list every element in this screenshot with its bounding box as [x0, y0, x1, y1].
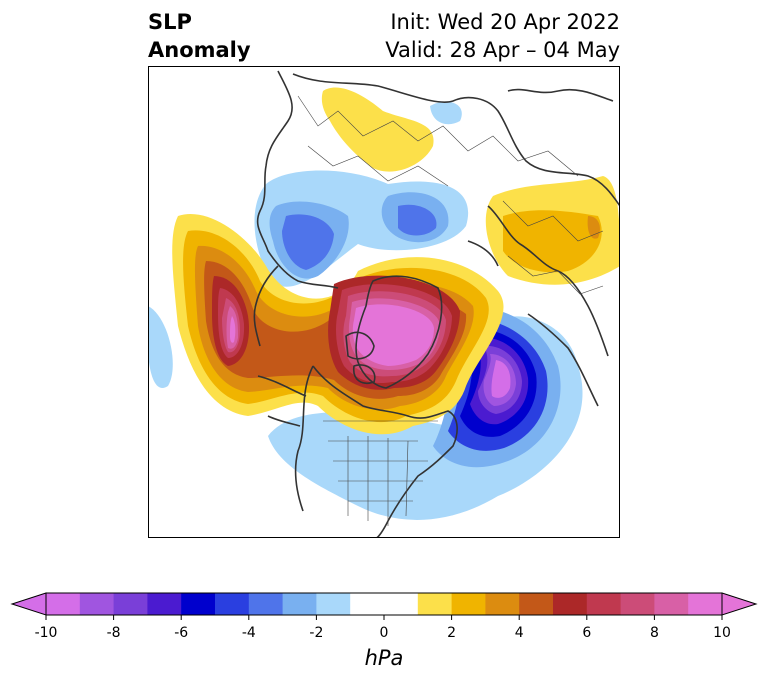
- colorbar: -10 -8 -6 -4 -2 0 2 4 6 8 10: [0, 585, 768, 684]
- colorbar-swatch: [384, 593, 419, 615]
- valid-range: Valid: 28 Apr – 04 May: [385, 38, 620, 62]
- colorbar-extend-max: [721, 592, 758, 616]
- coastlines-and-borders: [253, 70, 620, 538]
- colorbar-swatch: [553, 593, 588, 615]
- colorbar-tick-label: 2: [447, 625, 456, 641]
- colorbar-tick-label: 4: [515, 625, 524, 641]
- colorbar-tick-label: -8: [107, 625, 121, 641]
- colorbar-swatch: [519, 593, 554, 615]
- colorbar-swatch: [215, 593, 250, 615]
- colorbar-swatch: [282, 593, 317, 615]
- init-date: Init: Wed 20 Apr 2022: [390, 10, 620, 34]
- colorbar-tick-label: -10: [35, 625, 58, 641]
- colorbar-swatch: [147, 593, 182, 615]
- colorbar-swatch: [485, 593, 520, 615]
- title-variable-line2: Anomaly: [148, 38, 251, 62]
- colorbar-tick-label: 10: [713, 625, 731, 641]
- map-title: SLP Anomaly: [148, 8, 251, 64]
- anomaly-map: [148, 66, 620, 538]
- colorbar-tick-label: 0: [380, 625, 389, 641]
- colorbar-swatch: [316, 593, 351, 615]
- forecast-dates: Init: Wed 20 Apr 2022 Valid: 28 Apr – 04…: [385, 8, 620, 64]
- colorbar-swatch: [113, 593, 148, 615]
- colorbar-tick-label: 8: [650, 625, 659, 641]
- positive-anomaly-fields: [172, 87, 620, 435]
- colorbar-extend-min: [10, 592, 47, 616]
- colorbar-swatch: [248, 593, 284, 615]
- title-variable-line1: SLP: [148, 10, 192, 34]
- political-borders: [297, 95, 604, 526]
- colorbar-tick-label: -4: [242, 625, 256, 641]
- colorbar-swatch: [350, 593, 385, 615]
- colorbar-unit-label: hPa: [364, 646, 404, 670]
- colorbar-swatch: [451, 593, 486, 615]
- colorbar-swatch: [181, 593, 216, 615]
- colorbar-swatch: [79, 593, 115, 615]
- colorbar-swatch: [417, 593, 453, 615]
- colorbar-swatch: [46, 593, 81, 615]
- colorbar-swatch: [620, 593, 655, 615]
- colorbar-swatch: [654, 593, 689, 615]
- colorbar-tick-label: -2: [309, 625, 323, 641]
- negative-anomaly-fields: [148, 101, 583, 520]
- colorbar-swatch: [688, 593, 723, 615]
- colorbar-swatch: [586, 593, 622, 615]
- colorbar-tick-label: -6: [174, 625, 188, 641]
- colorbar-tick-label: 6: [582, 625, 591, 641]
